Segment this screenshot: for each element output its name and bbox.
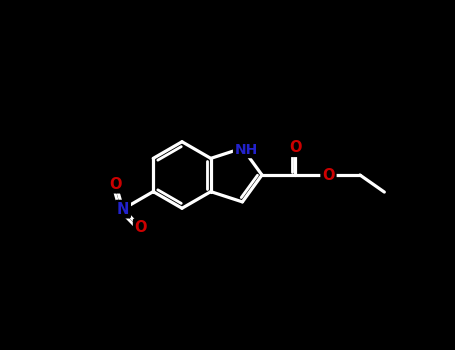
Text: NH: NH (234, 143, 258, 157)
Text: N: N (116, 202, 129, 217)
Text: O: O (110, 177, 122, 192)
Text: O: O (135, 220, 147, 235)
Text: O: O (322, 168, 335, 182)
Text: O: O (289, 140, 302, 155)
